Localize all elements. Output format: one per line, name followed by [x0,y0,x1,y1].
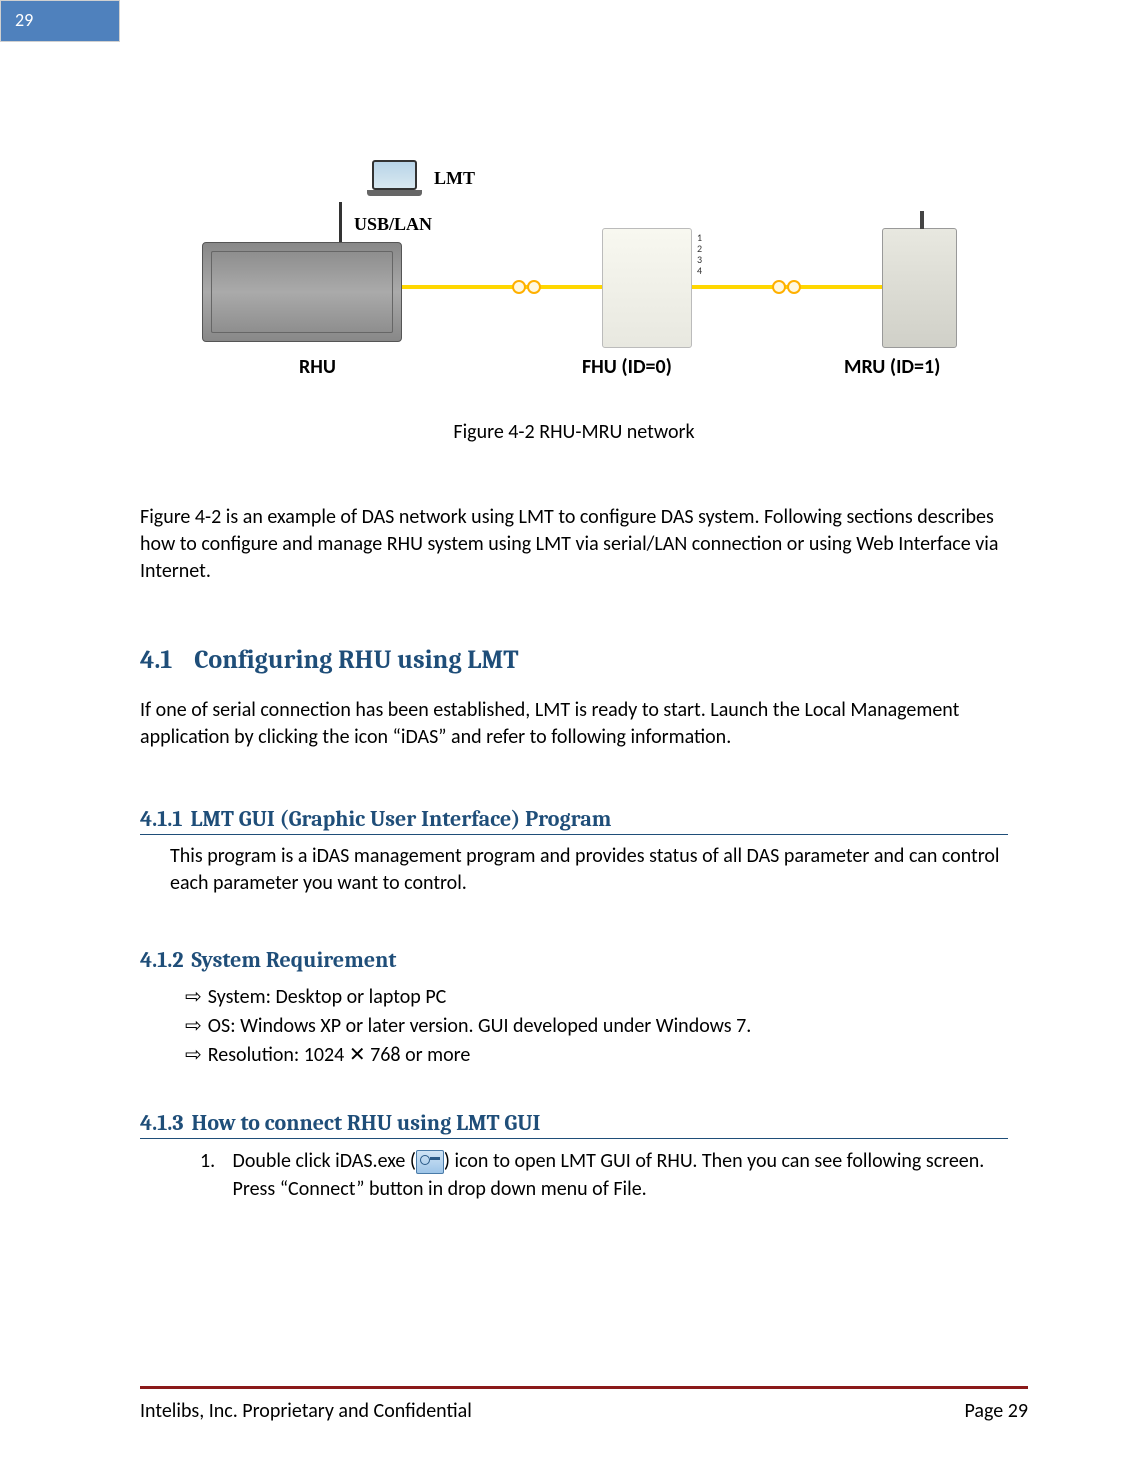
step-text: Double click iDAS.exe ( [233,1149,416,1173]
heading-number: 4.1.3 [140,1110,184,1136]
page-footer: Intelibs, Inc. Proprietary and Confident… [140,1386,1028,1423]
usb-line [339,202,342,242]
req-text: Resolution: 1024 [208,1043,349,1067]
heading-number: 4.1 [140,645,172,675]
figure-4-2: LMT USB/LAN RHU 1 2 3 4 FHU (ID=0) MRU (… [140,150,1008,444]
arrow-icon: ⇨ [185,985,202,1009]
list-item: ⇨Resolution: 1024 ✕ 768 or more [185,1041,1008,1070]
heading-4-1-2: 4.1.2 System Requirement [140,947,1008,975]
page-content: LMT USB/LAN RHU 1 2 3 4 FHU (ID=0) MRU (… [0,0,1128,1203]
footer-page-number: Page 29 [965,1399,1028,1423]
multiply-icon: ✕ [349,1044,366,1066]
section-4-1-2: 4.1.2System Requirement ⇨System: Desktop… [140,947,1008,1070]
connector-icon [512,280,526,294]
list-item: ⇨OS: Windows XP or later version. GUI de… [185,1012,1008,1041]
section-4-1-text: If one of serial connection has been est… [140,697,1008,751]
lmt-label: LMT [434,168,475,189]
steps-list: 1. Double click iDAS.exe () icon to open… [200,1147,1008,1203]
network-diagram: LMT USB/LAN RHU 1 2 3 4 FHU (ID=0) MRU (… [184,150,964,400]
req-text: OS: Windows XP or later version. GUI dev… [208,1014,752,1038]
arrow-icon: ⇨ [185,1043,202,1067]
heading-4-1-3: 4.1.3 How to connect RHU using LMT GUI [140,1110,1008,1139]
section-4-1-1: 4.1.1 LMT GUI (Graphic User Interface) Pr… [140,806,1008,897]
mru-label: MRU (ID=1) [844,355,940,379]
heading-title: LMT GUI (Graphic User Interface) Program [190,806,611,832]
arrow-icon: ⇨ [185,1014,202,1038]
heading-title: Configuring RHU using LMT [194,645,518,675]
fhu-label: FHU (ID=0) [582,355,672,379]
usb-lan-label: USB/LAN [354,214,432,235]
list-item: 1. Double click iDAS.exe () icon to open… [200,1147,1008,1203]
section-4-1-3: 4.1.3 How to connect RHU using LMT GUI 1.… [140,1110,1008,1203]
footer-company: Intelibs, Inc. Proprietary and Confident… [140,1399,472,1423]
rhu-device [202,242,402,342]
figure-caption: Figure 4-2 RHU-MRU network [140,420,1008,444]
heading-title: System Requirement [192,947,397,973]
req-text: System: Desktop or laptop PC [208,985,447,1009]
rhu-label: RHU [299,355,336,379]
intro-paragraph: Figure 4-2 is an example of DAS network … [140,504,1008,585]
step-number: 1. [200,1147,228,1175]
connector-icon [772,280,786,294]
idas-exe-icon [416,1150,444,1174]
heading-number: 4.1.2 [140,947,184,973]
fiber-cable-1 [402,285,602,289]
list-item: ⇨System: Desktop or laptop PC [185,983,1008,1012]
heading-4-1: 4.1 Configuring RHU using LMT [140,645,1008,675]
fhu-ports: 1 2 3 4 [697,232,702,276]
step-body: Double click iDAS.exe () icon to open LM… [233,1147,993,1203]
section-4-1-1-text: This program is a iDAS management progra… [170,843,1008,897]
connector-icon [527,280,541,294]
heading-number: 4.1.1 [140,806,182,832]
req-text: 768 or more [366,1043,471,1067]
page-number-tab: 29 [0,0,120,42]
connector-icon [787,280,801,294]
mru-device [882,228,957,348]
fhu-device [602,228,692,348]
requirements-list: ⇨System: Desktop or laptop PC ⇨OS: Windo… [185,983,1008,1070]
laptop-icon [364,160,424,200]
heading-title: How to connect RHU using LMT GUI [192,1110,541,1136]
heading-4-1-1: 4.1.1 LMT GUI (Graphic User Interface) Pr… [140,806,1008,835]
